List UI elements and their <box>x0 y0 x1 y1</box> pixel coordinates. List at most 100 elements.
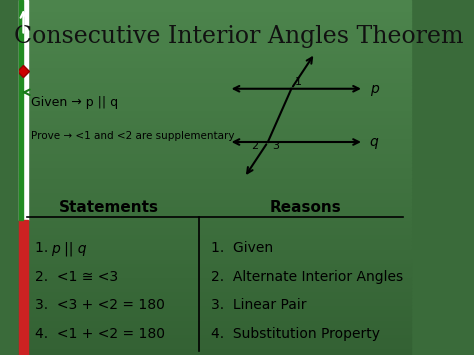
Text: p: p <box>370 82 379 96</box>
Bar <box>19 181 411 185</box>
Text: 4.  <1 + <2 = 180: 4. <1 + <2 = 180 <box>35 327 164 341</box>
Bar <box>19 18 411 21</box>
Bar <box>19 128 411 131</box>
Bar <box>19 227 411 231</box>
Bar <box>19 14 411 18</box>
Bar <box>19 0 27 220</box>
Bar <box>19 7 411 11</box>
Bar <box>19 82 411 85</box>
Text: 1.  Given: 1. Given <box>211 241 273 256</box>
Text: Consecutive Interior Angles Theorem: Consecutive Interior Angles Theorem <box>14 25 463 48</box>
Bar <box>19 131 411 135</box>
Bar <box>19 21 411 25</box>
Bar <box>19 60 411 64</box>
Bar <box>19 174 411 178</box>
Bar <box>19 312 411 316</box>
Bar <box>19 195 411 199</box>
Bar <box>19 234 411 238</box>
Bar <box>19 273 411 277</box>
Bar <box>19 160 411 163</box>
Bar <box>19 348 411 351</box>
Bar <box>19 36 411 39</box>
Bar <box>19 163 411 167</box>
Bar <box>19 206 411 209</box>
Bar <box>19 344 411 348</box>
Bar <box>19 121 411 124</box>
Text: 3.  <3 + <2 = 180: 3. <3 + <2 = 180 <box>35 298 164 312</box>
Text: Reasons: Reasons <box>269 200 341 215</box>
Bar <box>19 71 411 75</box>
Bar <box>19 85 411 89</box>
Bar <box>19 67 411 71</box>
Bar <box>19 280 411 284</box>
Bar <box>19 224 411 227</box>
Bar <box>19 43 411 46</box>
Bar <box>19 57 411 60</box>
Bar <box>19 238 411 241</box>
Bar <box>19 277 411 280</box>
Bar <box>19 25 411 28</box>
Bar <box>19 320 411 323</box>
Text: 1: 1 <box>294 77 301 87</box>
Bar <box>19 32 411 36</box>
Bar <box>19 302 411 305</box>
Bar <box>19 64 411 67</box>
Bar <box>19 298 411 302</box>
Bar <box>19 220 411 224</box>
Bar <box>19 146 411 149</box>
Bar <box>19 263 411 266</box>
Text: Given → p || q: Given → p || q <box>31 96 118 109</box>
Bar <box>19 288 411 291</box>
Bar <box>19 330 411 334</box>
Bar <box>19 135 411 138</box>
Bar <box>19 291 411 295</box>
Bar <box>19 170 411 174</box>
Bar <box>19 0 411 4</box>
Bar <box>19 11 411 14</box>
Bar <box>19 185 411 188</box>
Bar <box>19 39 411 43</box>
Bar <box>19 309 411 312</box>
Bar <box>19 46 411 50</box>
Bar <box>19 351 411 355</box>
Bar <box>19 252 411 256</box>
Bar <box>19 0 23 220</box>
Bar <box>19 124 411 128</box>
Text: 3: 3 <box>273 141 280 151</box>
Bar <box>19 117 411 121</box>
Bar <box>19 305 411 309</box>
Bar <box>19 96 411 99</box>
Bar <box>19 188 411 192</box>
Bar <box>19 334 411 337</box>
Bar <box>19 138 411 142</box>
Bar <box>19 89 411 92</box>
Text: p || q: p || q <box>51 241 87 256</box>
Bar <box>19 110 411 114</box>
Bar <box>19 284 411 288</box>
Bar <box>19 266 411 270</box>
Text: Prove → <1 and <2 are supplementary: Prove → <1 and <2 are supplementary <box>31 131 234 141</box>
Bar <box>19 153 411 156</box>
Bar <box>19 178 411 181</box>
Bar <box>19 337 411 341</box>
Text: q: q <box>370 135 379 149</box>
Bar <box>19 202 411 206</box>
Bar <box>19 149 411 153</box>
Bar <box>19 248 411 252</box>
Bar <box>19 241 411 245</box>
Text: 2: 2 <box>251 141 258 151</box>
Bar <box>19 114 411 117</box>
Bar <box>19 220 27 355</box>
Bar <box>19 103 411 106</box>
Bar <box>19 213 411 217</box>
Bar <box>19 217 411 220</box>
Bar <box>19 256 411 259</box>
Bar <box>19 199 411 202</box>
Text: 3.  Linear Pair: 3. Linear Pair <box>211 298 307 312</box>
Bar <box>19 192 411 195</box>
Bar <box>19 316 411 320</box>
Bar <box>19 209 411 213</box>
Bar <box>19 156 411 160</box>
Bar <box>19 259 411 263</box>
Bar <box>19 270 411 273</box>
